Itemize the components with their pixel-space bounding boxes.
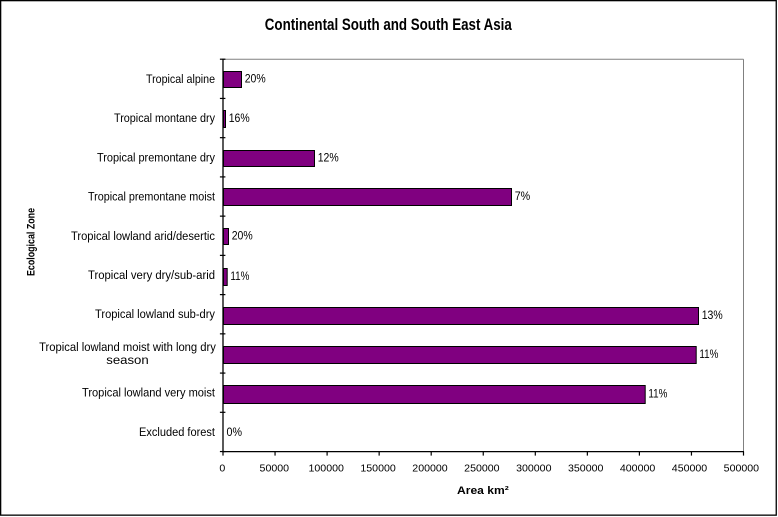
- svg-text:Tropical lowland moist with lo: Tropical lowland moist with long dry: [39, 340, 217, 354]
- svg-text:0%: 0%: [227, 427, 243, 439]
- svg-text:Ecological Zone: Ecological Zone: [25, 208, 37, 276]
- svg-text:0: 0: [219, 464, 225, 475]
- svg-text:16%: 16%: [229, 113, 250, 125]
- svg-text:11%: 11%: [648, 389, 667, 401]
- svg-text:100000: 100000: [309, 464, 345, 475]
- svg-text:Tropical lowland sub-dry: Tropical lowland sub-dry: [95, 307, 216, 321]
- svg-text:250000: 250000: [464, 464, 500, 475]
- svg-text:12%: 12%: [318, 153, 339, 165]
- svg-text:11%: 11%: [230, 271, 249, 283]
- svg-text:500000: 500000: [724, 464, 760, 475]
- svg-text:13%: 13%: [702, 310, 723, 322]
- svg-text:350000: 350000: [568, 464, 604, 475]
- svg-text:Tropical premontane moist: Tropical premontane moist: [88, 190, 215, 204]
- svg-text:season: season: [106, 353, 149, 367]
- svg-text:Tropical premontane dry: Tropical premontane dry: [97, 150, 216, 164]
- svg-text:11%: 11%: [699, 349, 718, 361]
- svg-text:Tropical montane dry: Tropical montane dry: [114, 111, 216, 125]
- svg-text:400000: 400000: [620, 464, 656, 475]
- svg-text:300000: 300000: [516, 464, 552, 475]
- svg-text:20%: 20%: [232, 231, 253, 243]
- svg-text:Excluded forest: Excluded forest: [139, 425, 215, 439]
- svg-text:Tropical very dry/sub-arid: Tropical very dry/sub-arid: [88, 268, 215, 282]
- svg-text:150000: 150000: [360, 464, 396, 475]
- svg-text:7%: 7%: [515, 191, 531, 203]
- svg-text:Tropical alpine: Tropical alpine: [146, 72, 215, 86]
- svg-text:Area km²: Area km²: [457, 485, 509, 497]
- svg-text:Continental South and South Ea: Continental South and South East Asia: [265, 15, 513, 34]
- svg-text:50000: 50000: [260, 464, 290, 475]
- svg-text:450000: 450000: [672, 464, 708, 475]
- svg-text:Tropical lowland very moist: Tropical lowland very moist: [82, 386, 215, 400]
- svg-text:200000: 200000: [412, 464, 448, 475]
- svg-text:20%: 20%: [245, 74, 266, 86]
- svg-text:Tropical lowland arid/desertic: Tropical lowland arid/desertic: [71, 229, 215, 243]
